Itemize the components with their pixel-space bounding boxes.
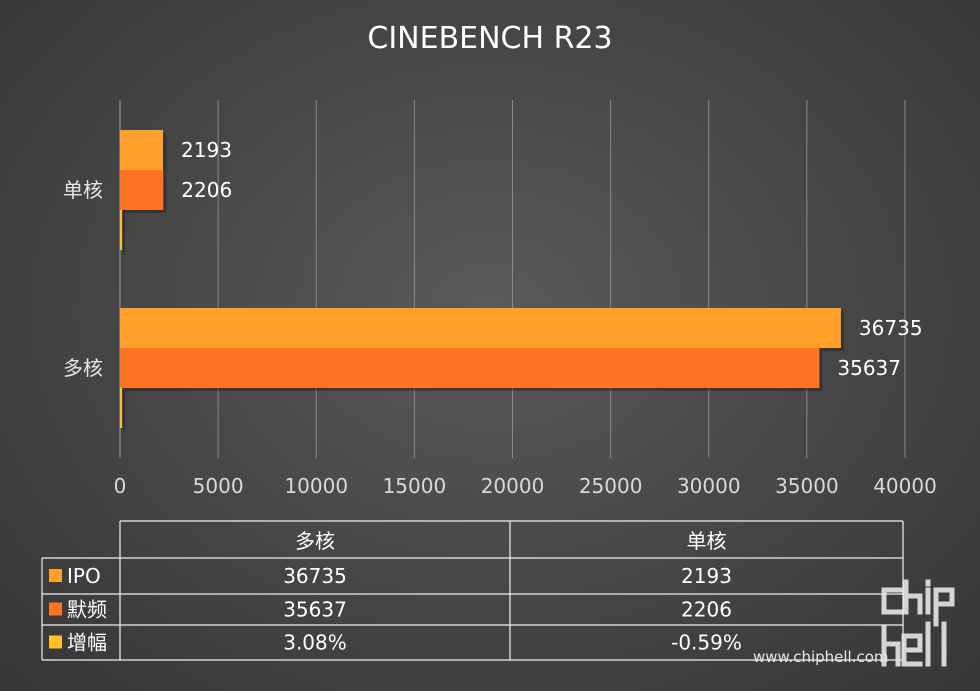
table-cell: 3.08% — [283, 631, 347, 655]
data-label: 2193 — [181, 138, 232, 162]
bar — [120, 170, 164, 210]
x-tick-label: 25000 — [579, 474, 643, 498]
legend-swatch — [49, 602, 62, 616]
table-cell: 2193 — [681, 564, 732, 588]
x-tick-label: 0 — [114, 474, 127, 498]
x-tick-label: 5000 — [193, 474, 244, 498]
legend-swatch — [49, 569, 62, 582]
bar — [120, 348, 820, 388]
table-header: 多核 — [295, 529, 335, 553]
bar — [120, 130, 164, 170]
x-axis-ticks: 0 5000 10000 15000 20000 25000 30000 35000 40000 — [114, 474, 937, 498]
gridlines — [119, 100, 906, 458]
chart-title: CINEBENCH R23 — [367, 21, 612, 56]
bar-shadow — [123, 213, 125, 253]
x-tick-label: 40000 — [873, 474, 937, 498]
category-label: 单核 — [63, 178, 103, 202]
x-tick-label: 10000 — [284, 474, 348, 498]
bar — [120, 308, 841, 348]
bar — [120, 388, 122, 428]
category-label: 多核 — [63, 356, 103, 380]
data-table: 多核 单核 IPO 36735 2193 默频 35637 2206 增幅 3.08% -0.59% — [41, 520, 904, 661]
table-cell: 36735 — [283, 564, 347, 588]
table-row-label: 默频 — [67, 598, 107, 622]
x-tick-label: 35000 — [775, 474, 839, 498]
chiphell-logo — [881, 579, 955, 667]
data-label: 36735 — [859, 316, 923, 340]
bar — [120, 210, 122, 250]
x-tick-label: 20000 — [481, 474, 545, 498]
bars — [120, 130, 844, 431]
data-labels: 2193 2206 36735 35637 — [181, 138, 923, 380]
table-header: 单核 — [687, 529, 727, 553]
table-row-label: 增幅 — [67, 631, 107, 655]
data-label: 35637 — [837, 356, 901, 380]
table-cell: 2206 — [681, 598, 732, 622]
data-label: 2206 — [181, 178, 232, 202]
watermark: www.chiphell.com — [753, 579, 955, 667]
table-cell: -0.59% — [671, 631, 742, 655]
x-tick-label: 15000 — [383, 474, 447, 498]
table-cell: 35637 — [283, 598, 347, 622]
legend-swatch — [49, 635, 62, 649]
bar-shadow — [123, 391, 125, 431]
x-tick-label: 30000 — [677, 474, 741, 498]
table-row-label: IPO — [67, 564, 101, 588]
watermark-url: www.chiphell.com — [753, 648, 889, 666]
